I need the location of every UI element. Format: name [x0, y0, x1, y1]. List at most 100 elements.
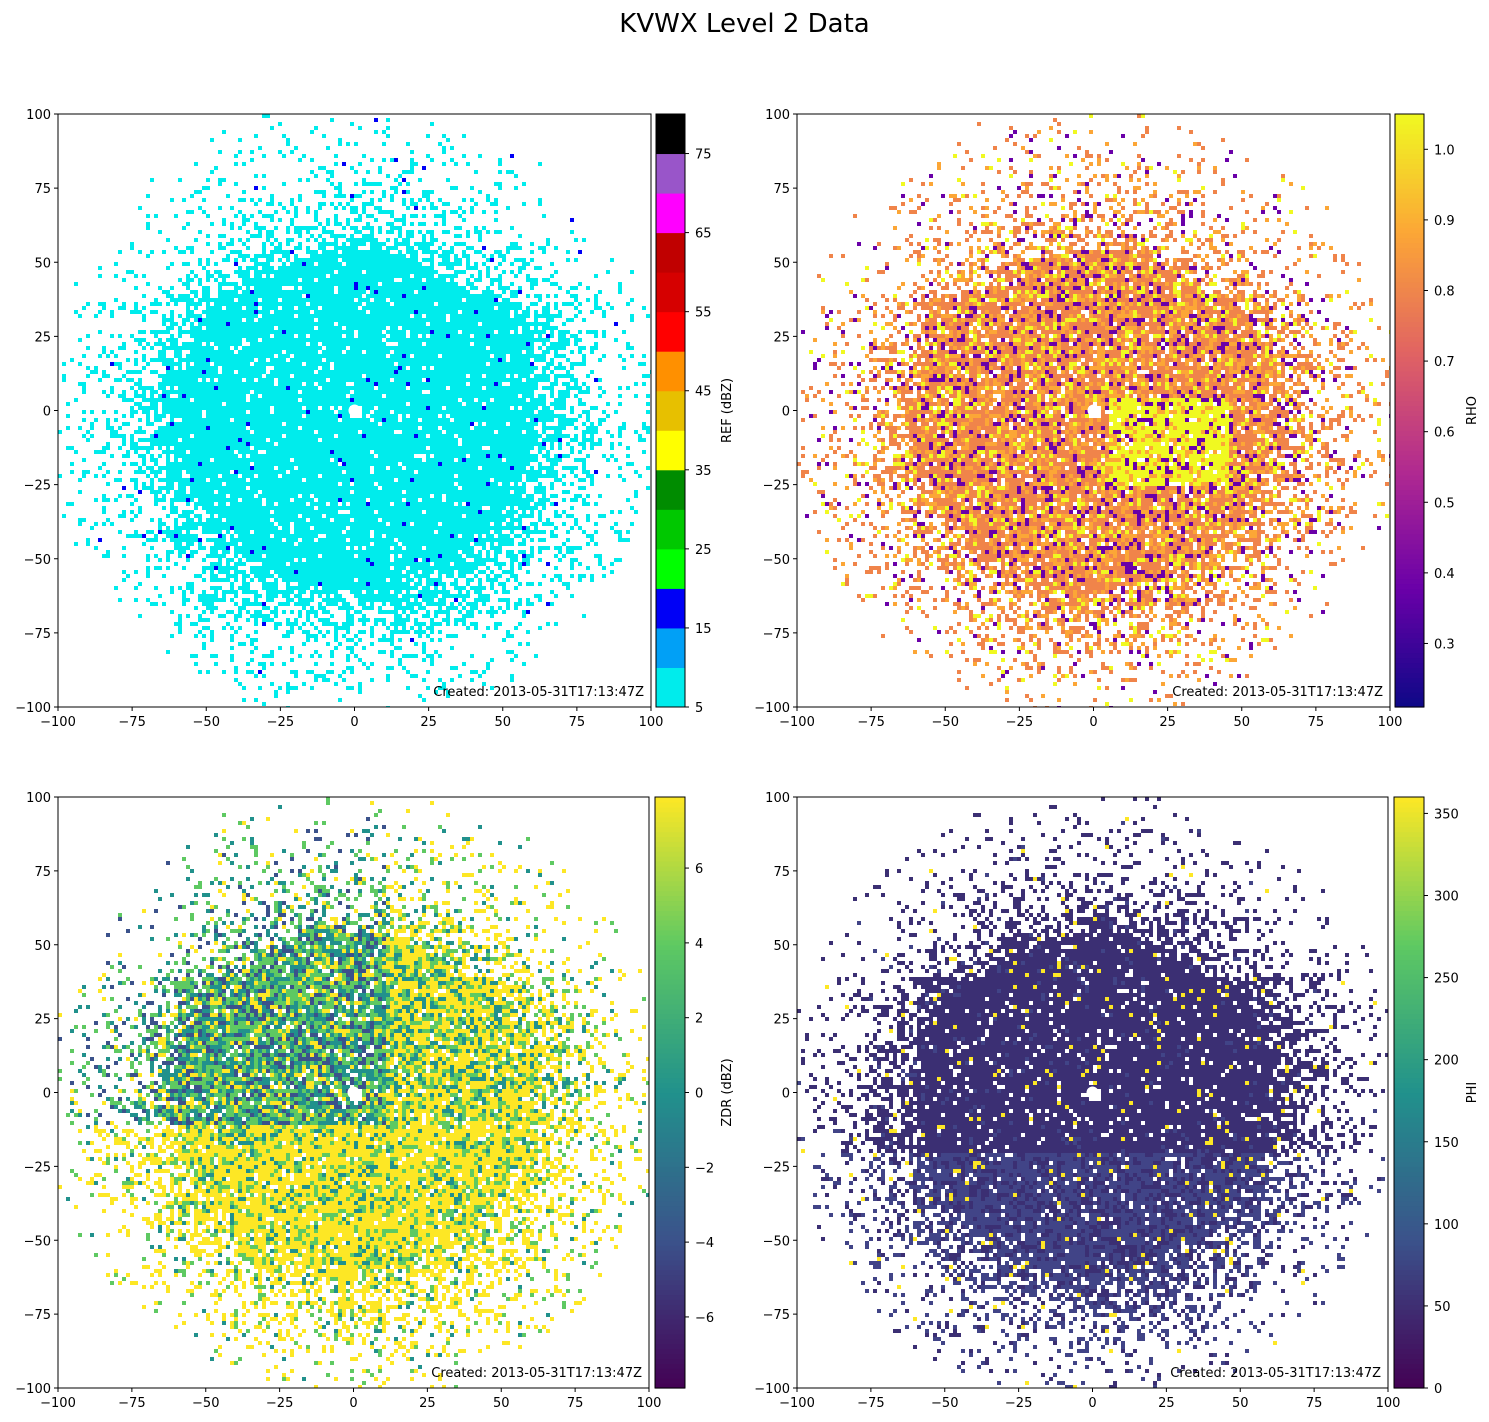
colorbar-segment — [655, 989, 685, 995]
y-tick-label: 0 — [43, 1087, 51, 1102]
colorbar-segment — [1394, 998, 1424, 1005]
colorbar-segment — [1394, 841, 1424, 847]
colorbar-segment — [1394, 797, 1424, 803]
colorbar-segment — [1394, 915, 1424, 921]
colorbar-segment — [655, 1048, 685, 1054]
x-tick-label: 100 — [1378, 715, 1403, 730]
colorbar-segment — [1394, 954, 1424, 961]
colorbar-segment — [1395, 499, 1424, 505]
colorbar-segment — [655, 994, 685, 1000]
colorbar-segment — [655, 1383, 685, 1389]
colorbar-segment — [655, 1269, 685, 1276]
colorbar-segment — [655, 1191, 685, 1197]
colorbar-segment — [1394, 1250, 1424, 1256]
y-tick-label: −75 — [24, 1308, 51, 1323]
colorbar-segment — [1394, 920, 1424, 926]
colorbar-segment — [1395, 341, 1424, 347]
colorbar-segment — [1395, 118, 1424, 125]
colorbar: −6 −4 −2 0 2 4 6 ZDR (dBZ) — [654, 796, 735, 1389]
colorbar-segment — [655, 851, 685, 857]
colorbar-tick-label: 4 — [695, 937, 703, 952]
colorbar-label: RHO — [1465, 396, 1480, 425]
colorbar-tick-label: 1.0 — [1434, 143, 1455, 158]
colorbar-segment — [1395, 232, 1424, 239]
colorbar-segment — [1395, 380, 1424, 387]
colorbar-segment — [1394, 1038, 1424, 1044]
colorbar-segment — [655, 1141, 685, 1148]
colorbar-tick-label: 0.7 — [1434, 355, 1455, 370]
y-tick-label: 50 — [34, 256, 51, 271]
colorbar-tick-label: 0.5 — [1434, 496, 1455, 511]
colorbar-segment — [1395, 114, 1424, 120]
colorbar-segment — [655, 1200, 685, 1207]
colorbar-segment — [1395, 588, 1424, 594]
colorbar-segment — [655, 1274, 685, 1281]
y-tick-label: −100 — [754, 1382, 790, 1397]
colorbar-segment — [1395, 618, 1424, 624]
colorbar-segment — [1394, 1200, 1424, 1207]
colorbar-segment — [1395, 445, 1424, 451]
colorbar-bin — [656, 390, 685, 431]
x-tick-label: −25 — [267, 715, 294, 730]
colorbar-segment — [655, 1309, 685, 1315]
colorbar-segment — [655, 870, 685, 877]
y-tick-label: 25 — [773, 1013, 790, 1028]
colorbar-segment — [1395, 440, 1424, 446]
y-tick-label: 75 — [773, 182, 790, 197]
colorbar-segment — [1394, 1028, 1424, 1034]
colorbar-tick-label: 100 — [1434, 1218, 1459, 1233]
colorbar-segment — [1394, 1146, 1424, 1153]
colorbar-segment — [1394, 1289, 1424, 1296]
y-tick-label: −25 — [24, 479, 51, 494]
colorbar-segment — [655, 1343, 685, 1350]
colorbar-bin — [656, 114, 685, 155]
colorbar-segment — [655, 885, 685, 892]
colorbar-segment — [655, 1348, 685, 1355]
y-tick-label: 25 — [34, 1013, 51, 1028]
y-tick-label: −50 — [763, 1234, 790, 1249]
x-tick-label: 0 — [1089, 715, 1097, 730]
colorbar-tick-label: 50 — [1434, 1300, 1451, 1315]
colorbar-segment — [1395, 464, 1424, 471]
x-tick-label: −75 — [118, 715, 145, 730]
colorbar-segment — [1394, 1062, 1424, 1069]
colorbar-segment — [655, 1043, 685, 1049]
radar-field — [58, 114, 651, 707]
colorbar-segment — [655, 806, 685, 813]
y-tick-label: 75 — [34, 865, 51, 880]
colorbar-segment — [655, 1205, 685, 1212]
colorbar-segment — [655, 1323, 685, 1330]
colorbar-segment — [1394, 1033, 1424, 1039]
colorbar-tick-label: 5 — [695, 701, 703, 716]
colorbar-segment — [1394, 1358, 1424, 1364]
colorbar-segment — [1394, 1166, 1424, 1172]
colorbar-segment — [1394, 934, 1424, 941]
colorbar-segment — [1395, 257, 1424, 263]
colorbar-segment — [1395, 237, 1424, 244]
colorbar-bin — [656, 153, 685, 194]
colorbar-segment — [1394, 1294, 1424, 1300]
colorbar-segment — [1394, 846, 1424, 852]
colorbar-segment — [1394, 1373, 1424, 1379]
colorbar-segment — [655, 1067, 685, 1074]
colorbar-segment — [1395, 603, 1424, 609]
colorbar-segment — [1395, 454, 1424, 461]
colorbar-segment — [1394, 1235, 1424, 1241]
colorbar-segment — [1394, 856, 1424, 862]
colorbar-segment — [1394, 836, 1424, 842]
colorbar-segment — [655, 1136, 685, 1143]
created-annotation: Created: 2013-05-31T17:13:47Z — [433, 685, 644, 700]
colorbar-segment — [1394, 826, 1424, 833]
colorbar-segment — [1395, 524, 1424, 530]
colorbar-segment — [655, 1087, 685, 1094]
y-tick-label: −100 — [15, 1382, 51, 1397]
x-tick-label: 25 — [1159, 715, 1176, 730]
colorbar-segment — [655, 1028, 685, 1034]
colorbar-segment — [1395, 222, 1424, 229]
colorbar-segment — [1394, 1195, 1424, 1202]
colorbar-segment — [655, 1018, 685, 1025]
colorbar-bin — [656, 509, 685, 550]
colorbar-segment — [1395, 331, 1424, 337]
colorbar-segment — [655, 1333, 685, 1340]
colorbar-segment — [655, 1058, 685, 1064]
